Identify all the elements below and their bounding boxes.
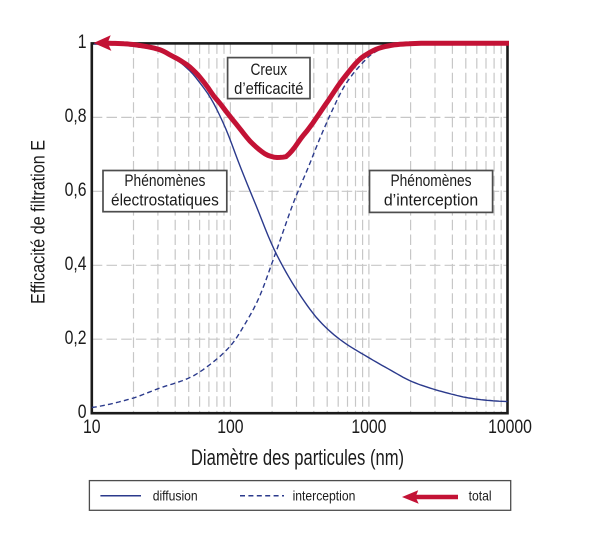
svg-text:0,4: 0,4 — [65, 253, 87, 275]
svg-text:Phénomènes: Phénomènes — [124, 172, 205, 190]
svg-text:d’interception: d’interception — [384, 191, 478, 209]
svg-text:Creux: Creux — [250, 61, 287, 79]
svg-text:1: 1 — [78, 31, 87, 53]
svg-text:10: 10 — [83, 416, 101, 438]
svg-text:d’efficacité: d’efficacité — [234, 81, 303, 99]
svg-text:interception: interception — [293, 488, 356, 504]
svg-text:électrostatiques: électrostatiques — [111, 192, 219, 209]
svg-text:0,8: 0,8 — [65, 105, 87, 127]
svg-text:0,6: 0,6 — [65, 179, 87, 201]
svg-text:total: total — [469, 488, 492, 504]
svg-text:diffusion: diffusion — [153, 488, 198, 504]
svg-text:100: 100 — [217, 416, 244, 438]
svg-text:10000: 10000 — [488, 416, 532, 438]
svg-text:Diamètre des particules (nm): Diamètre des particules (nm) — [191, 446, 404, 471]
svg-text:0: 0 — [78, 401, 87, 423]
svg-text:1000: 1000 — [351, 416, 386, 438]
svg-text:Efficacité de filtration E: Efficacité de filtration E — [27, 140, 49, 304]
svg-text:0,2: 0,2 — [65, 327, 87, 349]
svg-text:Phénomènes: Phénomènes — [390, 172, 471, 190]
